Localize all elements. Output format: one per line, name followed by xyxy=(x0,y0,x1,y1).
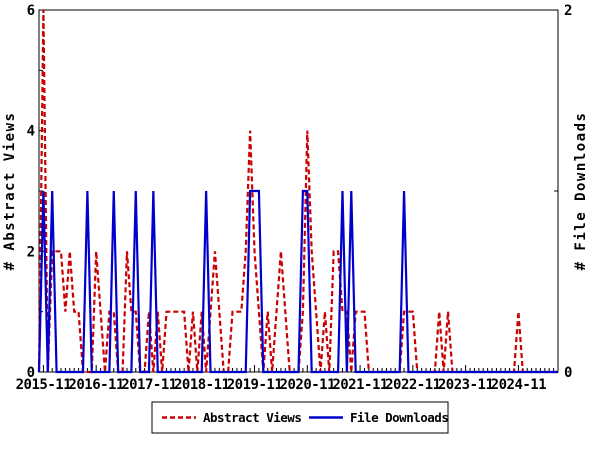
y-axis-right: 0 2 # File Downloads xyxy=(551,3,589,381)
y-left-tick-label: 4 xyxy=(27,124,35,140)
x-axis: 2015-112016-112017-112018-112019-112020-… xyxy=(16,365,559,393)
abstract-views-line xyxy=(37,9,558,374)
x-tick-label: 2023-11 xyxy=(438,377,494,393)
y-axis-left: 0 2 4 6 # Abstract Views xyxy=(2,3,46,381)
x-tick-label: 2024-11 xyxy=(491,377,547,393)
x-tick-label: 2016-11 xyxy=(68,377,124,393)
file-downloads-line xyxy=(37,189,558,374)
legend: Abstract Views File Downloads xyxy=(151,401,449,434)
y-left-tick-label: 2 xyxy=(27,244,35,260)
y-left-axis-title: # Abstract Views xyxy=(2,112,18,271)
y-right-tick-label: 2 xyxy=(564,3,572,19)
y-right-tick-label: 0 xyxy=(564,365,572,381)
x-tick-label: 2015-11 xyxy=(16,377,72,393)
x-tick-label: 2022-11 xyxy=(385,377,441,393)
y-right-axis-title: # File Downloads xyxy=(573,112,589,271)
legend-box xyxy=(151,401,449,434)
legend-file-downloads-label: File Downloads xyxy=(350,410,448,425)
legend-abstract-views-label: Abstract Views xyxy=(203,410,301,425)
x-tick-label: 2020-11 xyxy=(280,377,336,393)
x-tick-label: 2021-11 xyxy=(332,377,388,393)
x-tick-label: 2018-11 xyxy=(174,377,230,393)
y-left-tick-label: 0 xyxy=(27,365,35,381)
y-left-tick-label: 6 xyxy=(27,3,35,19)
x-tick-label: 2017-11 xyxy=(121,377,177,393)
x-tick-label: 2019-11 xyxy=(227,377,283,393)
